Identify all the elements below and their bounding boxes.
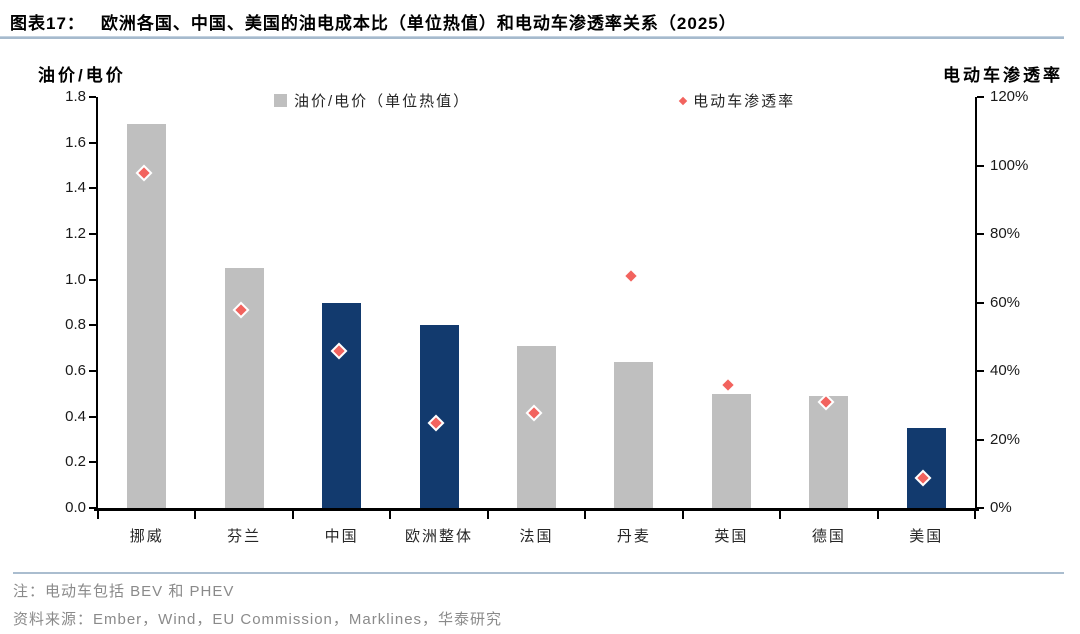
right-tick [977, 438, 984, 441]
bottom-tick [97, 511, 99, 519]
title-rule [0, 36, 1064, 39]
right-tick-label: 80% [990, 225, 1021, 242]
left-axis-title: 油价/电价 [38, 66, 126, 85]
category-label-丹麦: 丹麦 [616, 528, 651, 545]
category-label-欧洲整体: 欧洲整体 [405, 528, 474, 545]
left-tick [89, 324, 96, 327]
bar-芬兰 [224, 268, 264, 508]
diamond-丹麦 [625, 269, 637, 282]
left-tick-label: 0.4 [65, 407, 86, 425]
footer-rule [13, 572, 1064, 574]
left-tick-label: 1.8 [65, 88, 86, 105]
right-tick-label: 0% [990, 499, 1012, 516]
left-tick-label: 1.6 [65, 133, 86, 151]
right-tick [977, 370, 984, 372]
right-tick [977, 164, 984, 167]
bottom-tick [389, 511, 392, 519]
category-label-法国: 法国 [519, 528, 554, 545]
left-tick [89, 507, 96, 509]
left-axis-line [96, 97, 98, 510]
left-tick-label: 1.2 [65, 225, 86, 242]
chart-title-text: 欧洲各国、中国、美国的油电成本比（单位热值）和电动车渗透率关系（2025） [100, 14, 737, 33]
left-tick [89, 461, 96, 464]
category-label-挪威: 挪威 [129, 528, 164, 545]
right-tick-label: 20% [990, 430, 1021, 448]
bottom-tick [876, 511, 879, 519]
right-axis-line [975, 97, 977, 510]
bottom-tick [974, 511, 976, 519]
bar-英国 [711, 393, 751, 508]
category-label-芬兰: 芬兰 [227, 528, 262, 545]
right-tick-label: 40% [990, 362, 1021, 379]
chart-title: 图表17： 欧洲各国、中国、美国的油电成本比（单位热值）和电动车渗透率关系（20… [10, 9, 737, 34]
source-note: 资料来源：Ember，Wind，EU Commission，Marklines，… [13, 611, 503, 628]
bottom-tick [291, 511, 294, 519]
right-tick-label: 100% [990, 156, 1029, 174]
category-label-德国: 德国 [811, 528, 846, 545]
left-tick-label: 1.0 [65, 270, 86, 288]
diamond-marker-icon [678, 96, 688, 105]
left-tick-label: 0.8 [65, 316, 86, 334]
diamond-英国 [722, 379, 735, 391]
bottom-tick [681, 511, 684, 519]
category-label-英国: 英国 [714, 528, 749, 545]
bottom-tick [194, 511, 197, 519]
legend-item-bar: 油价/电价（单位热值） [274, 90, 470, 111]
left-tick [89, 141, 96, 144]
category-label-美国: 美国 [909, 528, 944, 545]
left-tick-label: 1.4 [65, 179, 86, 197]
bar-swatch-icon [274, 94, 287, 107]
bottom-tick [584, 511, 587, 519]
bar-德国 [809, 396, 849, 508]
left-tick-label: 0.2 [65, 453, 86, 471]
left-tick [89, 415, 96, 418]
bar-美国 [906, 428, 946, 508]
left-tick [89, 370, 96, 372]
bar-丹麦 [614, 361, 654, 508]
right-tick [977, 96, 984, 98]
right-tick-label: 120% [990, 88, 1029, 105]
category-label-中国: 中国 [324, 528, 359, 545]
left-tick-label: 0.0 [65, 499, 86, 516]
left-tick [89, 187, 96, 190]
left-tick [89, 233, 96, 235]
bar-中国 [322, 302, 362, 508]
left-tick [89, 278, 96, 281]
footnote: 注：电动车包括 BEV 和 PHEV [13, 583, 235, 600]
bottom-axis-line [94, 508, 979, 511]
left-tick [89, 96, 96, 98]
right-tick [977, 233, 984, 235]
right-tick [977, 301, 984, 304]
bar-挪威 [127, 124, 167, 508]
bar-法国 [517, 345, 556, 508]
bar-欧洲整体 [419, 325, 459, 508]
right-axis-title: 电动车渗透率 [943, 66, 1063, 85]
right-tick [977, 507, 984, 509]
legend-bar-label: 油价/电价（单位热值） [294, 93, 471, 110]
legend: 油价/电价（单位热值） 电动车渗透率 [274, 90, 795, 111]
legend-item-scatter: 电动车渗透率 [678, 90, 796, 111]
left-tick-label: 0.6 [65, 362, 86, 379]
legend-scatter-label: 电动车渗透率 [693, 93, 796, 110]
bottom-tick [779, 511, 782, 519]
chart-title-prefix: 图表17： [10, 14, 85, 33]
bottom-tick [486, 511, 489, 519]
right-tick-label: 60% [990, 293, 1021, 311]
